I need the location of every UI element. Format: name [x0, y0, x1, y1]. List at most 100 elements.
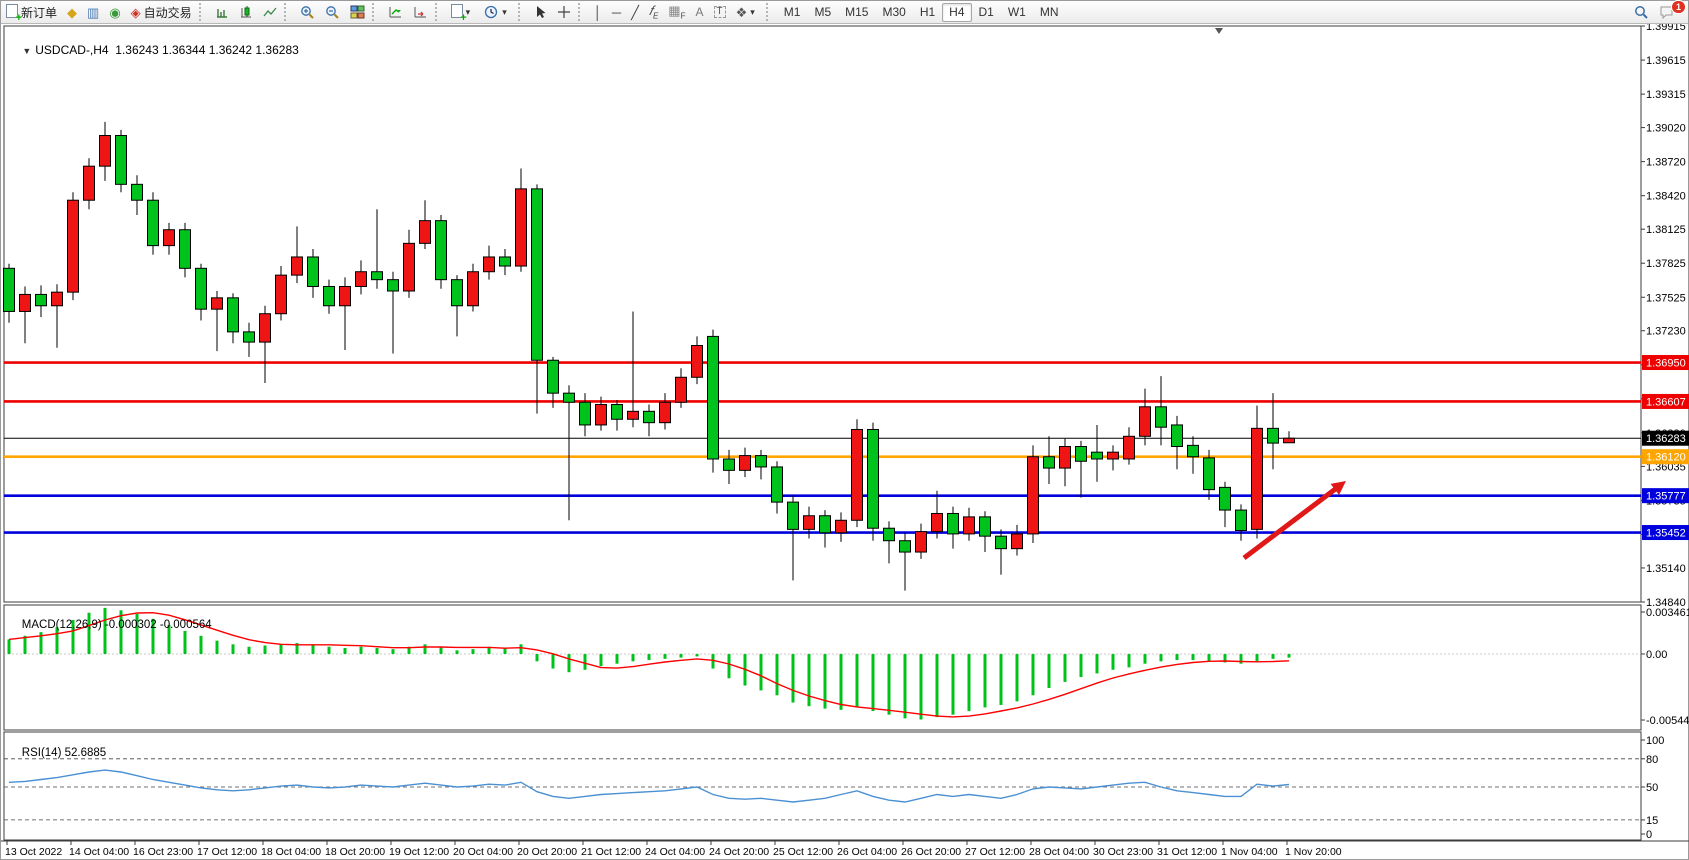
- clock-icon: [485, 5, 498, 18]
- candle-body: [611, 404, 623, 420]
- candle-body: [195, 267, 207, 310]
- candle-body: [707, 335, 719, 460]
- price-line-axis-label: [1642, 525, 1689, 541]
- zoom-in-icon: [300, 5, 314, 19]
- candle-body: [403, 242, 415, 292]
- navigator-icon: ◉: [109, 4, 121, 20]
- price-axis-tick-label: 1.38125: [1646, 224, 1686, 236]
- data-window-icon: ▥: [87, 4, 100, 20]
- text-label-icon: T: [713, 6, 726, 18]
- templates-icon: +: [450, 4, 467, 24]
- grid-button[interactable]: ▦F: [663, 3, 690, 22]
- chart-dropdown-icon[interactable]: ▼: [22, 46, 32, 56]
- period-presets-button[interactable]: ▾: [479, 3, 516, 22]
- candle-body: [435, 220, 447, 281]
- time-axis-label: 1 Nov 20:00: [1285, 846, 1342, 858]
- zoom-out-button[interactable]: [320, 3, 345, 22]
- market-watch-button[interactable]: ◆: [62, 3, 82, 22]
- timeframe-m15[interactable]: M15: [838, 3, 875, 22]
- trendline-icon: ╱: [631, 4, 639, 20]
- timeframe-d1[interactable]: D1: [972, 3, 1001, 22]
- candle-body: [531, 188, 543, 361]
- candle-body: [163, 229, 175, 247]
- price-panel-border: [3, 25, 1642, 603]
- rsi-indicator-label: RSI(14) 52.6885: [21, 747, 107, 759]
- timeframe-mn[interactable]: MN: [1033, 3, 1066, 22]
- templates-button[interactable]: + ▾: [446, 3, 480, 24]
- trend-arrow-annotation[interactable]: [1242, 485, 1340, 560]
- time-axis-label: 20 Oct 20:00: [517, 846, 577, 858]
- price-axis-tick-label: 1.37230: [1646, 326, 1686, 338]
- price-axis-tick-label: 1.39615: [1646, 55, 1686, 67]
- indicators-icon: [389, 7, 401, 18]
- time-axis-label: 18 Oct 04:00: [261, 846, 321, 858]
- new-order-button[interactable]: + 新订单: [1, 3, 62, 24]
- indicators-button[interactable]: [383, 3, 408, 22]
- price-axis-tick-label: 1.38720: [1646, 157, 1686, 169]
- periods-button[interactable]: [408, 3, 433, 22]
- crosshair-button[interactable]: [552, 3, 576, 22]
- timeframe-h4[interactable]: H4: [942, 2, 972, 22]
- text-label-button[interactable]: T: [709, 3, 731, 22]
- toolbar-separator: [517, 3, 527, 21]
- candle-body: [83, 165, 95, 201]
- time-axis-label: 27 Oct 12:00: [965, 846, 1025, 858]
- notifications-button[interactable]: 1: [1654, 0, 1686, 22]
- zoom-in-button[interactable]: [295, 3, 320, 22]
- shapes-button[interactable]: ❖ ▾: [731, 3, 764, 22]
- candle-body: [67, 199, 79, 293]
- vertical-line-button[interactable]: │: [589, 3, 607, 22]
- candle-body: [1123, 435, 1135, 460]
- rsi-axis-label: 0: [1646, 829, 1652, 841]
- candle-body: [339, 285, 351, 307]
- price-axis-tick-label: 1.35140: [1646, 563, 1686, 575]
- text-button[interactable]: A: [690, 3, 708, 22]
- candle-body: [211, 297, 223, 310]
- trendline-button[interactable]: ╱: [626, 3, 644, 22]
- search-button[interactable]: [1629, 3, 1654, 22]
- candle-body: [131, 183, 143, 201]
- timeframe-h1[interactable]: H1: [913, 3, 942, 22]
- time-axis-label: 1 Nov 04:00: [1221, 846, 1278, 858]
- timeframe-m1[interactable]: M1: [777, 3, 808, 22]
- candle-body: [323, 285, 335, 307]
- candle-body: [1139, 406, 1151, 437]
- price-axis-tick-label: 1.34840: [1646, 597, 1686, 609]
- candlestick-chart-button[interactable]: [234, 3, 258, 22]
- horizontal-line-button[interactable]: ─: [607, 3, 626, 22]
- line-chart-button[interactable]: [258, 3, 282, 22]
- navigator-button[interactable]: ◉: [104, 3, 125, 22]
- rsi-value: 52.6885: [64, 747, 107, 759]
- search-icon: [1635, 5, 1648, 19]
- time-axis-label: 24 Oct 04:00: [645, 846, 705, 858]
- candle-body: [739, 455, 751, 471]
- cursor-button[interactable]: [529, 3, 552, 22]
- candle-body: [1043, 456, 1055, 469]
- timeframe-m30[interactable]: M30: [875, 3, 912, 22]
- text-icon: A: [695, 5, 704, 19]
- candle-body: [483, 256, 495, 273]
- candle-body: [467, 271, 479, 307]
- bar-chart-button[interactable]: [210, 3, 234, 22]
- candle-body: [979, 516, 991, 537]
- price-axis-tick-label: 1.36035: [1646, 461, 1686, 473]
- price-line-axis-label-text: 1.36607: [1646, 396, 1686, 408]
- candle-body: [995, 535, 1007, 550]
- toolbar-separator: [765, 3, 775, 21]
- chart-title: ▼ USDCAD-,H4 1.36243 1.36344 1.36242 1.36…: [9, 29, 298, 71]
- timeframe-w1[interactable]: W1: [1001, 3, 1033, 22]
- data-window-button[interactable]: ▥: [82, 3, 104, 22]
- candle-body: [819, 515, 831, 534]
- candle-body: [371, 271, 383, 281]
- chart-shift-marker[interactable]: [1215, 28, 1223, 34]
- macd-axis-label: 0.00: [1646, 649, 1667, 661]
- time-axis-label: 31 Oct 12:00: [1157, 846, 1217, 858]
- fibonacci-button[interactable]: 𝑓E: [644, 3, 663, 22]
- tile-windows-button[interactable]: [345, 3, 370, 22]
- timeframe-m5[interactable]: M5: [807, 3, 838, 22]
- rsi-axis-label: 50: [1646, 782, 1658, 794]
- candle-body: [291, 256, 303, 276]
- autotrading-button[interactable]: ◈ 自动交易: [126, 3, 197, 22]
- candle-body: [899, 540, 911, 553]
